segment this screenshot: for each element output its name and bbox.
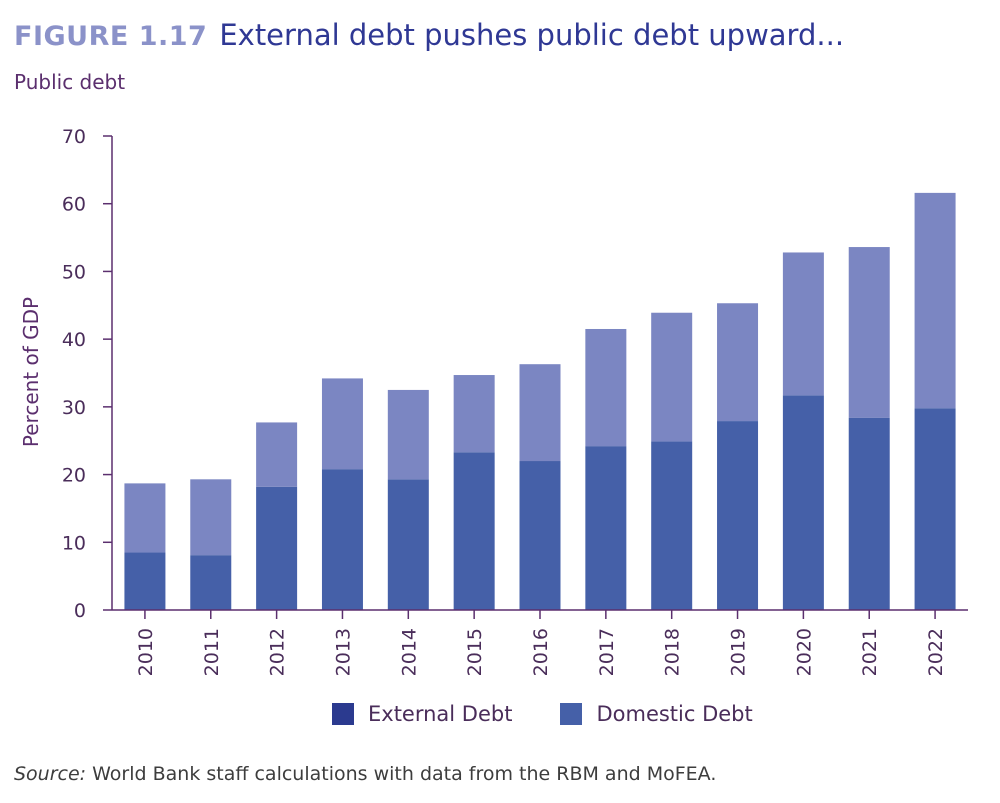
y-tick-label: 0 bbox=[74, 600, 86, 622]
x-tick-label: 2017 bbox=[596, 628, 618, 676]
legend-swatch-external bbox=[332, 703, 354, 725]
legend-item-domestic: Domestic Debt bbox=[560, 702, 753, 726]
x-tick-label: 2019 bbox=[728, 628, 750, 676]
x-tick-label: 2013 bbox=[332, 628, 354, 676]
bar-domestic-debt bbox=[519, 364, 561, 462]
x-tick-label: 2014 bbox=[398, 628, 420, 676]
y-axis-title: Percent of GDP bbox=[19, 297, 43, 447]
y-tick-label: 60 bbox=[62, 194, 86, 216]
legend-swatch-domestic bbox=[560, 703, 583, 725]
chart-subtitle: Public debt bbox=[14, 70, 126, 94]
source-text: World Bank staff calculations with data … bbox=[86, 763, 717, 785]
bar-external-debt bbox=[190, 555, 232, 610]
bar-domestic-debt bbox=[848, 247, 890, 418]
bar-domestic-debt bbox=[782, 252, 824, 396]
bar-external-debt bbox=[585, 446, 627, 610]
bar-external-debt bbox=[387, 479, 429, 610]
bar-domestic-debt bbox=[124, 483, 166, 553]
y-tick-label: 20 bbox=[62, 465, 86, 487]
legend-item-external: External Debt bbox=[332, 702, 512, 726]
bar-domestic-debt bbox=[256, 422, 298, 487]
bar-domestic-debt bbox=[585, 328, 627, 447]
x-axis: 2010 2011 2012 2013 2014 2015 2016 2017 2018 2019… bbox=[112, 609, 968, 676]
y-tick-label: 40 bbox=[62, 329, 86, 351]
bar-external-debt bbox=[651, 441, 693, 610]
legend: External Debt Domestic Debt bbox=[332, 702, 801, 726]
bar-domestic-debt bbox=[914, 192, 956, 409]
bar-domestic-debt bbox=[453, 375, 495, 453]
bar-external-debt bbox=[848, 417, 890, 610]
bar-external-debt bbox=[124, 552, 166, 610]
bar-domestic-debt bbox=[651, 312, 693, 442]
x-tick-label: 2018 bbox=[662, 628, 684, 676]
source-note: Source: World Bank staff calculations wi… bbox=[14, 763, 716, 785]
x-tick-label: 2010 bbox=[135, 628, 157, 676]
bar-external-debt bbox=[717, 421, 759, 610]
figure-label: FIGURE 1.17 bbox=[14, 21, 208, 52]
y-tick-label: 70 bbox=[62, 126, 86, 148]
bar-external-debt bbox=[782, 395, 824, 610]
legend-label-domestic: Domestic Debt bbox=[596, 702, 753, 726]
bar-external-debt bbox=[453, 452, 495, 610]
x-tick-label: 2015 bbox=[464, 628, 486, 676]
bar-domestic-debt bbox=[717, 303, 759, 422]
bar-external-debt bbox=[256, 486, 298, 610]
source-prefix: Source: bbox=[14, 763, 87, 785]
bar-external-debt bbox=[914, 408, 956, 610]
bar-domestic-debt bbox=[321, 378, 363, 470]
bar-external-debt bbox=[321, 469, 363, 610]
x-tick-label: 2016 bbox=[530, 628, 552, 676]
bars-group bbox=[124, 192, 956, 610]
x-tick-label: 2021 bbox=[859, 628, 881, 676]
y-tick-label: 50 bbox=[62, 261, 86, 283]
y-axis: 0 10 20 30 40 50 60 70 bbox=[62, 126, 113, 622]
x-tick-label: 2022 bbox=[925, 628, 947, 676]
x-tick-label: 2012 bbox=[267, 628, 289, 676]
chart-header: FIGURE 1.17 External debt pushes public d… bbox=[14, 18, 844, 52]
x-tick-label: 2011 bbox=[201, 628, 223, 676]
bar-external-debt bbox=[519, 461, 561, 610]
bar-domestic-debt bbox=[190, 479, 232, 556]
legend-label-external: External Debt bbox=[368, 702, 513, 726]
y-tick-label: 10 bbox=[62, 532, 86, 554]
chart-title: External debt pushes public debt upward.… bbox=[219, 18, 845, 52]
y-tick-label: 30 bbox=[62, 397, 86, 419]
bar-chart: 0 10 20 30 40 50 60 70 2010 2011 2012 2013 2014 2015… bbox=[19, 126, 968, 676]
x-tick-label: 2020 bbox=[793, 628, 815, 676]
bar-domestic-debt bbox=[387, 389, 429, 480]
